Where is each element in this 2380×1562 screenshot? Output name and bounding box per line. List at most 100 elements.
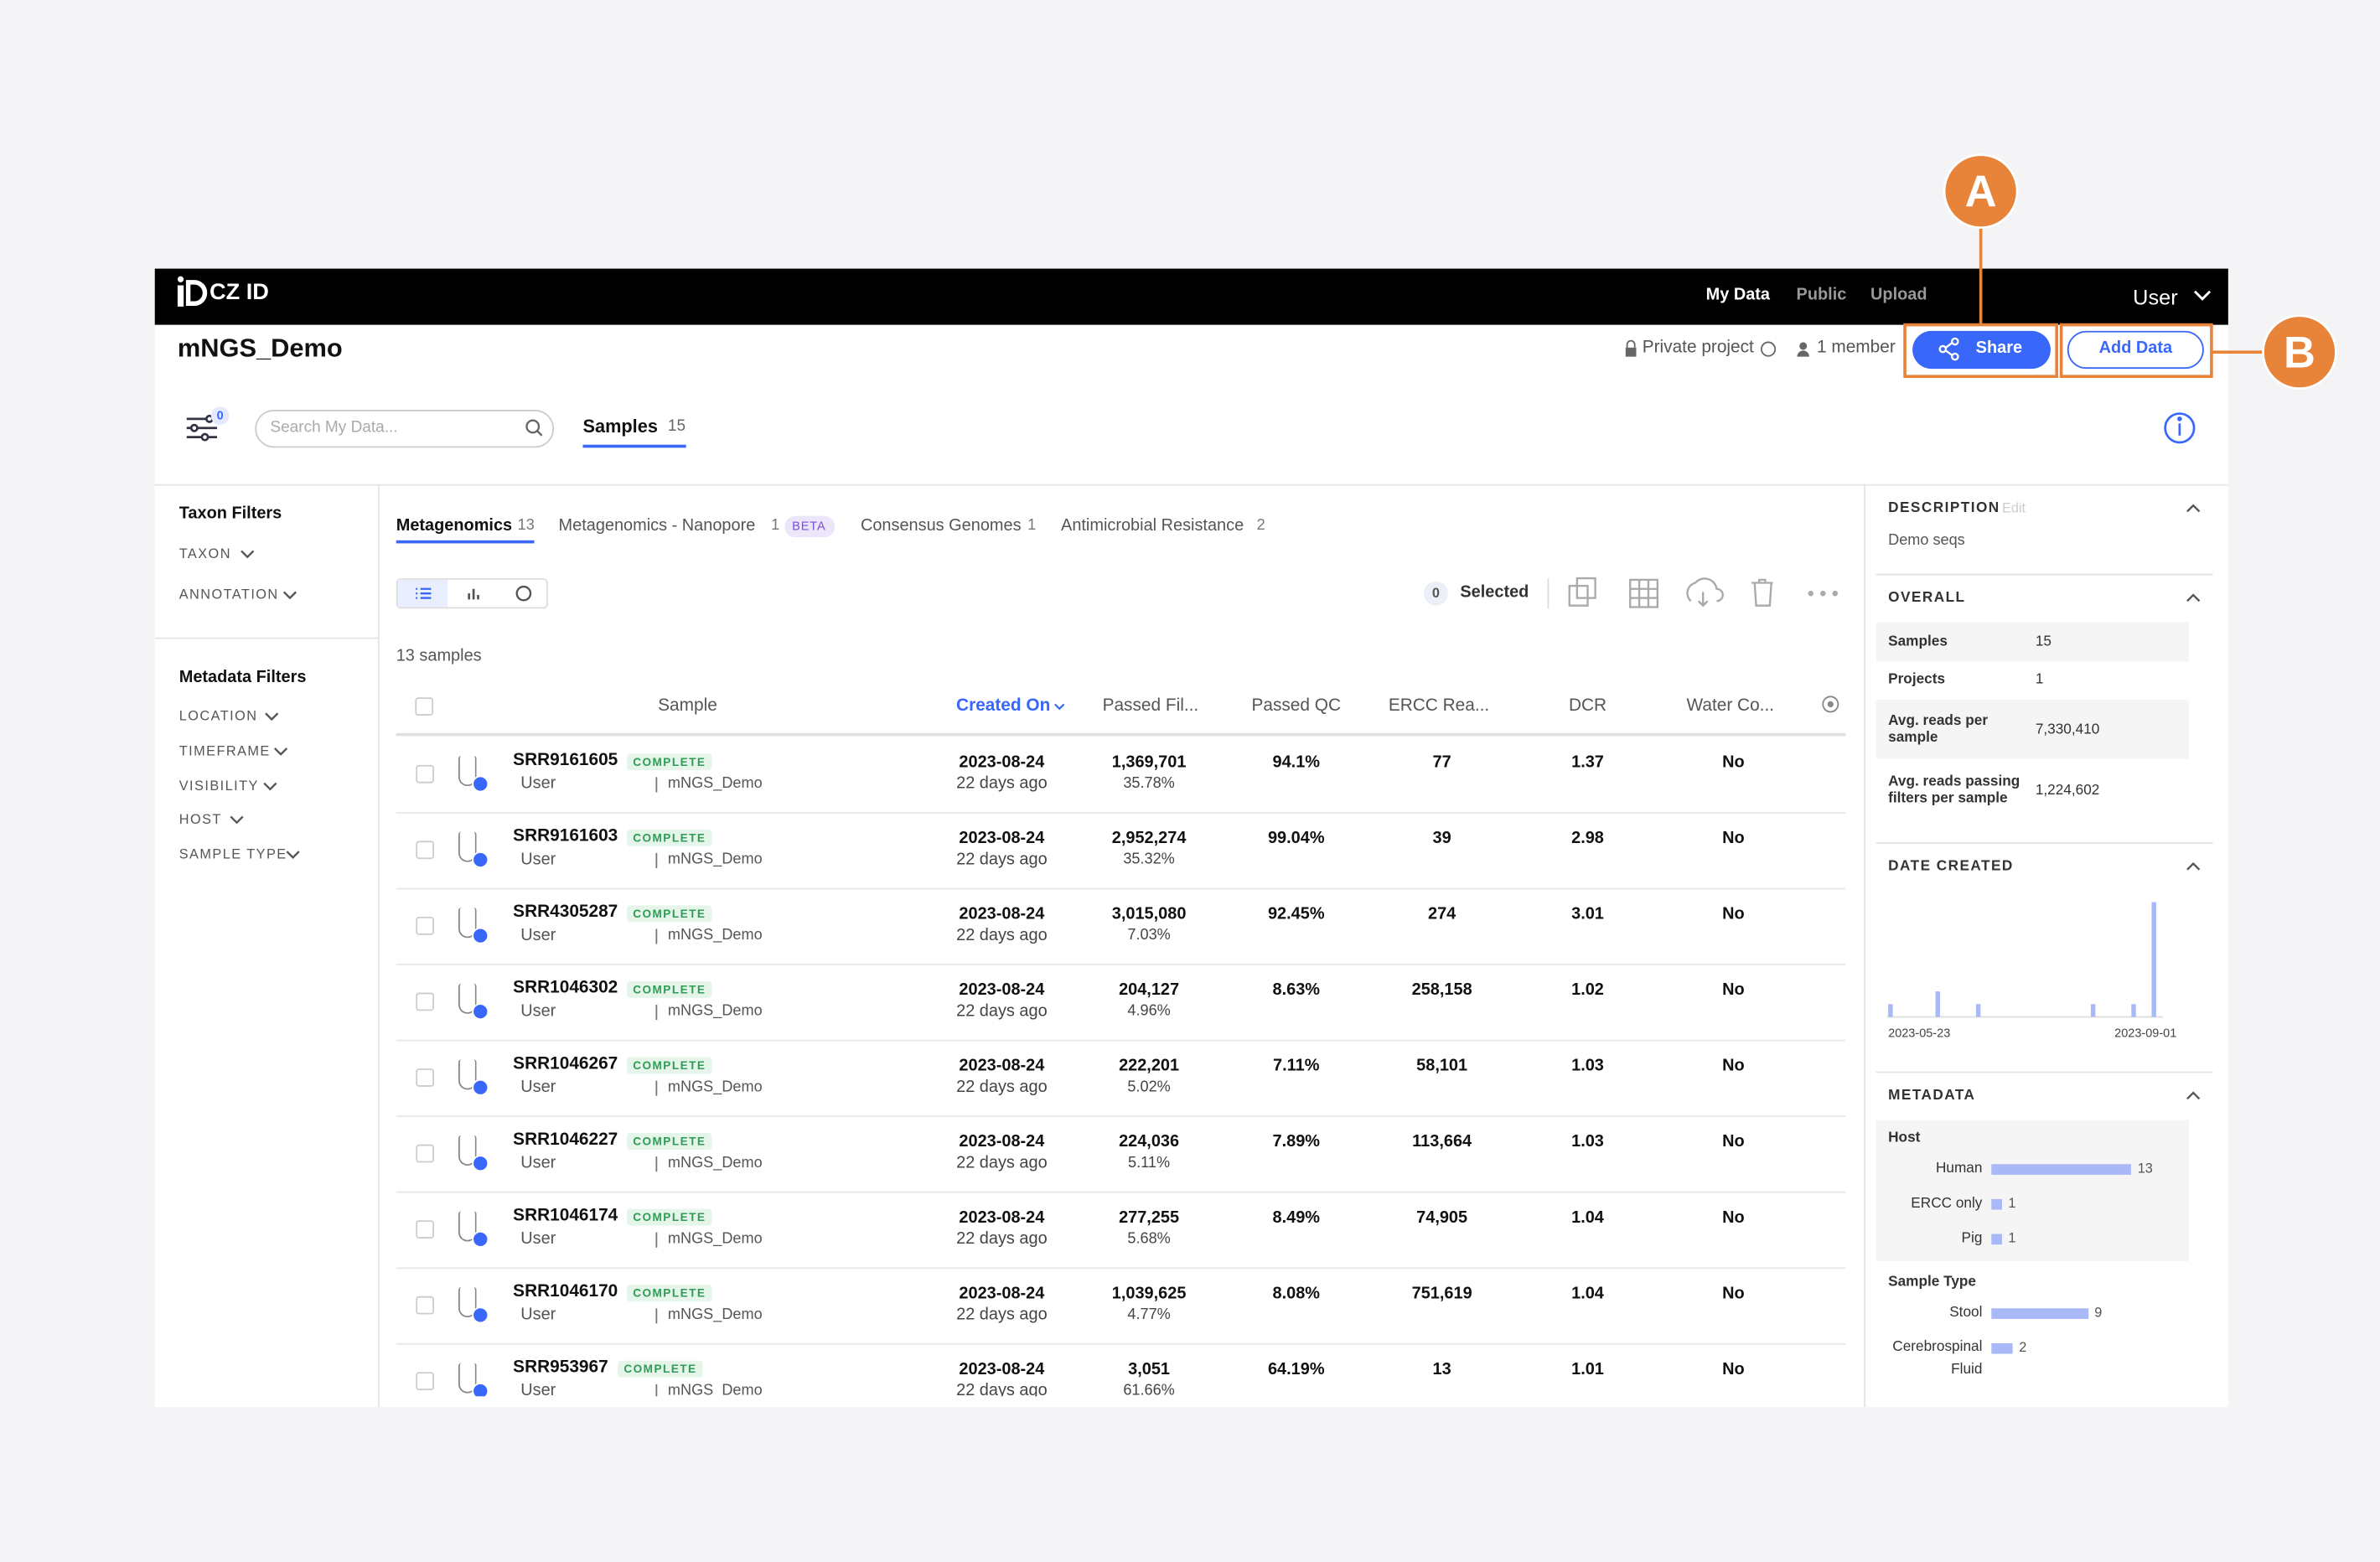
separator [655,1308,658,1324]
filter-title: Metadata Filters [178,668,307,687]
status-badge: COMPLETE [627,1133,712,1150]
share-button[interactable] [1912,330,2051,370]
histogram-bar [1975,1004,1981,1017]
column-header[interactable]: Passed QC [1251,696,1342,716]
tab[interactable]: Samples [582,415,658,437]
toolbar-icons[interactable] [1568,577,1773,608]
status-badge: COMPLETE [627,753,712,771]
workflow-tab[interactable]: Metagenomics [396,516,513,535]
filter[interactable]: TIMEFRAME [178,742,271,758]
sort-chevron[interactable] [1054,703,1065,711]
info-icon[interactable] [1760,341,1777,357]
passed-qc: 94.1% [1272,753,1321,772]
histogram-bar [1935,991,1940,1017]
nav-link[interactable]: My Data [1705,286,1771,304]
collapse-chevron[interactable] [2186,504,2201,1100]
filter[interactable]: TAXON [178,546,231,561]
status-badge: COMPLETE [618,1360,703,1378]
filter-count: 0 [216,408,224,422]
created-ago: 22 days ago [956,1306,1048,1325]
passed-qc: 7.11% [1273,1057,1320,1076]
passed-filters-pct: 61.66% [1123,1383,1175,1397]
section-title: DESCRIPTION [1888,499,2000,517]
project-name: mNGS_Demo [667,1155,763,1172]
column-settings-icon[interactable] [1822,696,1839,713]
beta-badge-label: BETA [792,519,826,534]
filter[interactable]: ANNOTATION [178,587,279,603]
water-control: No [1722,829,1745,848]
row-checkbox [416,1220,435,1239]
project-name: mNGS_Demo [667,927,763,944]
sample-name[interactable]: SRR1046267 [513,1054,618,1073]
created-date: 2023-08-24 [959,905,1045,923]
workflow-tab[interactable]: Metagenomics - Nanopore [558,516,756,535]
column-header[interactable]: ERCC Rea... [1388,696,1490,716]
created-ago: 22 days ago [956,926,1048,945]
passed-filters-pct: 4.77% [1127,1306,1171,1324]
share-label[interactable]: Share [1975,339,2023,358]
search-icon[interactable] [525,419,543,437]
metadata-bar [1991,1233,2003,1244]
passed-qc: 99.04% [1267,829,1325,848]
sample-name[interactable]: SRR1046174 [513,1207,618,1225]
water-control: No [1722,1360,1745,1379]
sample-name[interactable]: SRR9161603 [513,827,618,846]
column-header[interactable]: Water Co... [1686,696,1775,716]
column-header[interactable]: DCR [1568,696,1607,716]
help-icon[interactable] [2164,412,2196,444]
filter[interactable]: SAMPLE TYPE [178,846,287,862]
section-title: OVERALL [1888,589,1966,607]
more-icon[interactable] [1808,590,1839,597]
sample-name[interactable]: SRR1046170 [513,1282,618,1301]
filter[interactable]: HOST [178,811,222,827]
add-data-button[interactable] [2067,330,2204,370]
user-menu[interactable]: User [2133,284,2178,309]
sample-icon [458,755,477,787]
project-title: mNGS_Demo [177,334,343,363]
dcr: 2.98 [1571,829,1604,848]
status-badge: COMPLETE [627,1285,712,1302]
divider [154,637,378,639]
sample-name[interactable]: SRR1046302 [513,979,618,998]
table-header-line [396,732,1846,737]
select-all-checkbox[interactable] [415,697,434,716]
created-ago: 22 days ago [956,1154,1048,1172]
separator [655,1156,658,1172]
stat-value: 1 [2035,671,2044,689]
list-view-icon[interactable] [416,587,432,599]
created-date: 2023-08-24 [959,1285,1045,1303]
lock-badge [472,851,489,869]
sample-name[interactable]: SRR1046227 [513,1130,618,1150]
row-checkbox [416,1144,435,1163]
ercc-reads: 74,905 [1416,1208,1468,1228]
add-data-label[interactable]: Add Data [2098,339,2173,358]
map-view-icon[interactable] [515,585,532,602]
metadata-category: ERCC only [1911,1195,1983,1213]
workflow-tab[interactable]: Antimicrobial Resistance [1061,516,1244,535]
workflow-tab[interactable]: Consensus Genomes [860,516,1022,535]
view-toggle[interactable] [396,578,548,609]
sample-icon [458,1135,477,1166]
sample-name[interactable]: SRR9161605 [513,751,618,770]
sample-name[interactable]: SRR953967 [513,1358,608,1377]
column-header[interactable]: Passed Fil... [1102,696,1199,716]
created-date: 2023-08-24 [959,980,1045,1000]
metadata-category: Stool [1949,1304,1983,1321]
search-box[interactable] [255,410,555,448]
filter[interactable]: LOCATION [178,708,258,724]
nav-link[interactable]: Upload [1870,286,1927,304]
column-header[interactable]: Created On [956,696,1051,716]
user-chevron[interactable] [2193,290,2212,301]
filter[interactable]: VISIBILITY [178,778,259,794]
divider [154,484,2228,486]
column-header[interactable]: Sample [658,696,717,716]
logo-icon [177,276,208,307]
lock-badge [472,1230,489,1248]
chart-view-icon[interactable] [468,588,479,600]
filter-chevron[interactable] [230,550,300,859]
edit-link[interactable]: Edit [2001,499,2026,516]
created-ago: 22 days ago [956,774,1048,794]
sample-name[interactable]: SRR4305287 [513,903,618,922]
nav-link[interactable]: Public [1796,286,1847,304]
